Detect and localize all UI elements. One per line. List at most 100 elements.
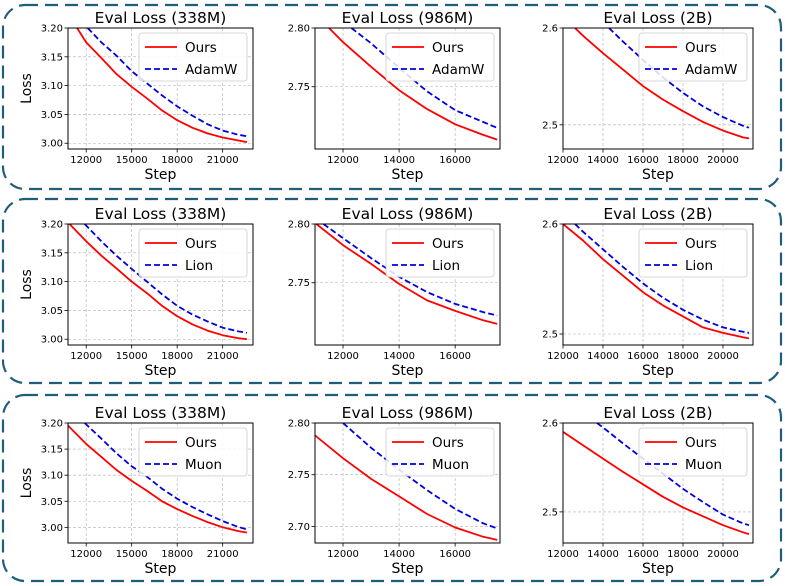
chart-5: 12000 14000 16000 2.75 2.80 Eval Loss (986M) S… [288,205,501,379]
chart-4-series-ours-line [68,224,248,341]
chart-8-title: Eval Loss (986M) [342,404,474,422]
chart-7-x-axis-label: Step [145,561,177,577]
chart-2-x-tick-label: 14000 [383,155,415,166]
chart-4-series-lion-line [84,224,248,334]
chart-1-x-tick-label: 21000 [207,155,239,166]
chart-2-series-adamw-line [350,28,498,129]
chart-3-title: Eval Loss (2B) [603,9,712,27]
chart-6-x-tick-label: 12000 [547,351,579,362]
chart-1-legend-label-ours: Ours [185,40,217,56]
chart-1-y-tick-label: 3.15 [41,52,63,63]
chart-8-series-ours-line [315,434,498,541]
chart-6-series-lion-line [574,224,750,334]
chart-1: 12000 15000 18000 21000 3.00 3.05 3.10 3.15 3.20… [19,9,254,183]
chart-5-y-tick-label: 2.80 [288,220,310,231]
chart-7-y-tick-label: 3.20 [41,419,63,430]
chart-4-x-tick-label: 18000 [161,351,193,362]
chart-2: 12000 14000 16000 2.75 2.80 Eval Loss (986M) S… [288,9,501,183]
chart-3-x-tick-label: 18000 [667,155,699,166]
chart-4-x-tick-label: 21000 [207,351,239,362]
chart-9-legend-label-ours: Ours [685,435,717,451]
chart-3-x-tick-label: 20000 [707,155,739,166]
chart-9-y-tick-label: 2.5 [542,507,558,518]
row-frames [1,3,783,583]
chart-7-series-muon-line [84,423,248,531]
chart-6-axes-frame [562,223,754,346]
row-frame-3 [1,393,783,583]
chart-5-axes-frame [314,223,501,346]
chart-2-y-tick-label: 2.80 [288,24,310,35]
chart-8: 12000 14000 16000 2.70 2.75 2.80 Eval Loss (98… [288,404,501,577]
chart-6-x-tick-label: 16000 [627,351,659,362]
chart-3-axes-frame [562,27,754,150]
chart-9-y-tick-label: 2.6 [542,419,558,430]
chart-9: 12000 14000 16000 18000 20000 2.5 2.6 Eval Loss… [542,404,754,577]
chart-3-legend-label-ours: Ours [685,40,717,56]
chart-5-x-tick-label: 12000 [327,351,359,362]
chart-8-x-axis-label: Step [392,561,424,577]
chart-5-y-tick-label: 2.75 [288,278,310,289]
chart-9-title: Eval Loss (2B) [603,404,712,422]
chart-7-y-axis-label: Loss [19,468,35,499]
chart-6-legend-label-ours: Ours [685,236,717,252]
chart-6-series-ours-line [563,224,750,340]
chart-4-legend-label-ours: Ours [185,236,217,252]
chart-1-y-tick-label: 3.00 [41,139,63,150]
chart-7-x-tick-label: 12000 [70,549,102,560]
chart-8-x-tick-label: 16000 [439,549,471,560]
chart-7-x-tick-label: 21000 [207,549,239,560]
chart-2-axes-frame [314,27,501,150]
chart-1-y-tick-label: 3.10 [41,81,63,92]
chart-7-y-tick-label: 3.15 [41,445,63,456]
chart-1-x-tick-label: 18000 [161,155,193,166]
chart-9-x-axis-label: Step [642,561,674,577]
chart-7-series-ours-line [68,424,248,534]
chart-2-legend-label-ours: Ours [432,40,464,56]
chart-3-x-tick-label: 14000 [587,155,619,166]
chart-8-series-muon-line [342,423,498,530]
chart-6-x-tick-label: 14000 [587,351,619,362]
chart-8-legend-label-muon: Muon [432,457,469,473]
chart-9-x-tick-label: 18000 [667,549,699,560]
chart-2-x-axis-label: Step [392,167,424,183]
chart-9-legend-label-muon: Muon [685,457,722,473]
chart-1-title: Eval Loss (338M) [95,9,227,27]
chart-9-x-tick-label: 16000 [627,549,659,560]
chart-7-legend-label-ours: Ours [185,435,217,451]
chart-2-series-ours-line [328,28,498,141]
chart-4-y-tick-label: 3.20 [41,220,63,231]
chart-1-axes-frame [67,27,254,150]
chart-9-x-tick-label: 14000 [587,549,619,560]
chart-6-legend-label-lion: Lion [685,258,713,274]
chart-1-y-axis-label: Loss [19,73,35,104]
chart-3-x-tick-label: 16000 [627,155,659,166]
chart-2-title: Eval Loss (986M) [342,9,474,27]
chart-6-x-axis-label: Step [642,363,674,379]
chart-3: 12000 14000 16000 18000 20000 2.5 2.6 Eval Loss… [542,9,754,183]
chart-4-axes-frame [67,223,254,346]
chart-8-axes-frame [314,422,501,544]
chart-8-y-tick-label: 2.70 [288,522,310,533]
chart-9-x-tick-label: 12000 [547,549,579,560]
row-frame-2 [1,197,783,385]
chart-3-legend-label-adamw: AdamW [685,62,737,78]
chart-7: 12000 15000 18000 21000 3.00 3.05 3.10 3.15 3.20… [19,404,254,577]
chart-4: 12000 15000 18000 21000 3.00 3.05 3.10 3.15 3.20… [19,205,254,379]
chart-2-y-tick-label: 2.75 [288,82,310,93]
chart-3-y-tick-label: 2.5 [542,120,558,131]
chart-4-y-tick-label: 3.00 [41,335,63,346]
chart-9-series-ours-line [563,431,750,535]
chart-7-x-tick-label: 15000 [116,549,148,560]
chart-8-x-tick-label: 14000 [383,549,415,560]
chart-1-series-ours-line [76,28,248,143]
chart-7-y-tick-label: 3.05 [41,497,63,508]
chart-4-x-axis-label: Step [145,363,177,379]
chart-1-y-tick-label: 3.05 [41,110,63,121]
chart-6: 12000 14000 16000 18000 20000 2.5 2.6 Eval Loss… [542,205,754,379]
chart-2-x-tick-label: 12000 [327,155,359,166]
chart-1-y-tick-label: 3.20 [41,24,63,35]
chart-3-series-ours-line [574,28,750,140]
chart-7-y-tick-label: 3.00 [41,523,63,534]
chart-3-x-axis-label: Step [642,167,674,183]
chart-8-y-tick-label: 2.80 [288,419,310,430]
